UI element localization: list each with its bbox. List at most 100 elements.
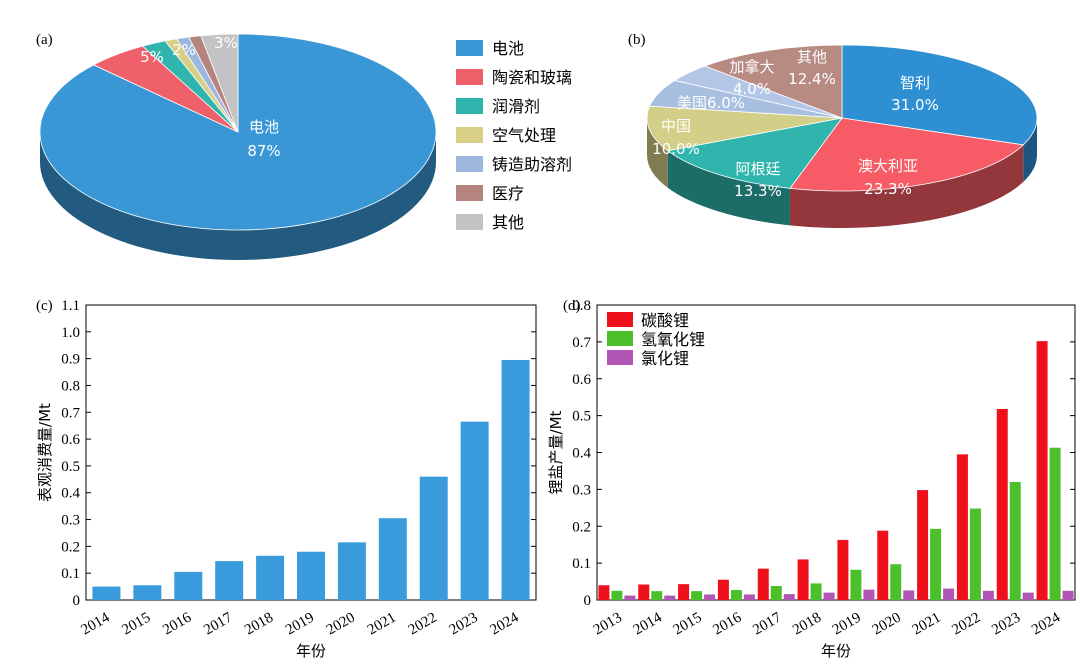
legend-a-swatch-5 — [456, 185, 483, 201]
chart-d-bar-1-2016 — [730, 590, 742, 600]
chart-d-xtick-label-7: 2020 — [870, 610, 904, 639]
pie-b-slice-2 — [666, 117, 843, 189]
chart-d-xtick-label-10: 2023 — [989, 610, 1023, 639]
chart-d-xlabel: 年份 — [821, 642, 851, 660]
pie-b-slice-0 — [841, 44, 1038, 146]
chart-d-bar-2-2018 — [823, 592, 835, 600]
legend-d-swatch-1 — [607, 331, 633, 346]
pie-a-pie — [39, 33, 437, 260]
chart-d-bar-2-2013 — [624, 595, 636, 600]
chart-d-ytick-label-0: 0 — [584, 593, 592, 609]
chart-d-bar-0-2019 — [837, 539, 849, 600]
chart-d-xtick-label-3: 2016 — [710, 609, 744, 638]
chart-d-bar-0-2021 — [917, 490, 929, 600]
chart-c-ytick-label-7: 0.7 — [61, 405, 80, 421]
chart-d-bar-2-2015 — [704, 594, 716, 600]
chart-d-bar-2-2020 — [903, 590, 915, 600]
pie-a-label-name-0: 电池 — [249, 118, 279, 136]
pie-b-label-name-2: 阿根廷 — [735, 160, 780, 178]
pie-a-label-pct-2: 2% — [172, 41, 196, 59]
chart-c-bar-2014 — [92, 586, 121, 600]
chart-c-xtick-label-1: 2015 — [119, 610, 153, 639]
chart-d-bar-1-2023 — [1009, 482, 1021, 600]
chart-d-bar-1-2022 — [969, 508, 981, 600]
pie-b-slice-side-2 — [667, 150, 790, 226]
legend-a-label-6: 其他 — [492, 213, 524, 232]
pie-a-slice-0 — [39, 33, 437, 231]
legend-a-label-2: 润滑剂 — [492, 97, 540, 116]
chart-c-ytick-label-6: 0.6 — [61, 432, 80, 448]
chart-c-ylabel: 表观消费量/Mt — [36, 403, 54, 502]
chart-c-ytick-label-5: 0.5 — [61, 459, 80, 475]
legend-a-label-4: 铸造助溶剂 — [492, 155, 572, 174]
legend-a-swatch-4 — [456, 156, 483, 172]
chart-d-ytick-label-3: 0.3 — [572, 482, 591, 498]
legend-a-swatch-1 — [456, 69, 483, 85]
pie-b-label-name-4: 美国6.0% — [677, 94, 745, 112]
chart-d-bar-2-2023 — [1022, 592, 1034, 600]
panel-d: (d) 0 0.1 0.2 0.3 0.4 0.5 0.6 0.7 0.8 2013 2014 201… — [545, 290, 1080, 668]
pie-b-slice-side-0 — [1023, 118, 1037, 182]
panel-a: (a) 电池 87% 5% 2% 3% 电池 陶瓷和玻璃 润滑剂 空气处理 铸造助溶剂 医疗 其他 — [0, 0, 610, 290]
legend-d-label-0: 碳酸锂 — [641, 311, 689, 330]
chart-d-bar-2-2021 — [943, 588, 955, 600]
legend-d-swatch-2 — [607, 350, 633, 365]
chart-c-bar-2019 — [297, 551, 325, 600]
chart-c-bar-2015 — [133, 585, 162, 600]
pie-b-label-name-1: 澳大利亚 — [858, 157, 918, 175]
chart-d-bar-2-2024 — [1062, 590, 1074, 600]
pie-b-label-pct-2: 13.3% — [734, 182, 782, 200]
chart-d-ytick-label-5: 0.5 — [572, 409, 591, 425]
chart-d-bar-0-2016 — [717, 579, 729, 600]
legend-a-label-1: 陶瓷和玻璃 — [492, 68, 572, 87]
chart-c-bar-2016 — [174, 571, 203, 600]
chart-d-bar-0-2022 — [956, 454, 968, 600]
legend-a-label-0: 电池 — [492, 39, 524, 58]
chart-d-xtick-label-9: 2022 — [949, 610, 983, 639]
chart-d-ytick-label-7: 0.7 — [572, 335, 591, 351]
chart-c-bar-2021 — [378, 518, 407, 600]
chart-d-bar-0-2023 — [996, 408, 1008, 600]
pie-b-pie — [646, 44, 1038, 228]
chart-c-xtick-label-2: 2016 — [160, 609, 194, 638]
panel-d-label: (d) — [563, 298, 581, 314]
pie-b-label-pct-6: 12.4% — [788, 70, 836, 88]
chart-c-bar-2022 — [419, 476, 448, 600]
chart-c-ytick-label-4: 0.4 — [61, 486, 80, 502]
chart-d-bar-0-2014 — [638, 584, 650, 600]
chart-c-bar-2018 — [256, 555, 285, 600]
pie-a-slice-side-0 — [40, 132, 436, 260]
chart-d-xtick-label-2: 2015 — [671, 610, 705, 639]
legend-a-swatch-0 — [456, 40, 483, 56]
chart-d-bar-0-2020 — [877, 530, 889, 600]
legend-d-label-1: 氢氧化锂 — [641, 330, 705, 349]
pie-b-slice-6 — [703, 44, 843, 119]
chart-d-bar-1-2018 — [810, 583, 822, 600]
panel-a-label: (a) — [36, 32, 53, 48]
chart-c-ytick-label-10: 1.0 — [61, 325, 80, 341]
panel-b-label: (b) — [628, 32, 646, 48]
chart-d-xtick-label-1: 2014 — [631, 609, 665, 638]
chart-c-xtick-label-9: 2023 — [447, 610, 481, 639]
chart-d-bar-2-2016 — [743, 594, 755, 600]
bar-chart-c: (c) 0 0.1 0.2 0.3 0.4 0.5 0.6 0.7 0.8 0.9 1.0 1.1 20… — [36, 298, 537, 660]
chart-d-bar-2-2017 — [783, 594, 795, 600]
chart-d-bar-1-2013 — [611, 590, 623, 600]
pie-b-slice-3 — [646, 105, 843, 152]
chart-d-xtick-label-0: 2013 — [591, 610, 625, 639]
chart-d-ytick-label-8: 0.8 — [572, 298, 591, 314]
pie-b-label-pct-3: 10.0% — [652, 140, 700, 158]
pie-a-slice-6 — [200, 33, 239, 133]
chart-d-xtick-label-6: 2019 — [830, 610, 864, 639]
chart-c-xlabel: 年份 — [296, 642, 326, 660]
chart-c-bar-2024 — [501, 359, 530, 600]
panel-c-label: (c) — [36, 298, 53, 314]
pie-b-label-name-0: 智利 — [900, 74, 930, 92]
legend-d-label-2: 氯化锂 — [641, 349, 689, 368]
chart-d-bar-1-2014 — [651, 591, 663, 600]
chart-c-ytick-label-1: 0.1 — [61, 566, 80, 582]
panel-b: (b) 智利 31.0% 澳大利亚 23.3% 阿根廷 13.3% 中国 10.0% 美国6.0… — [610, 0, 1080, 290]
